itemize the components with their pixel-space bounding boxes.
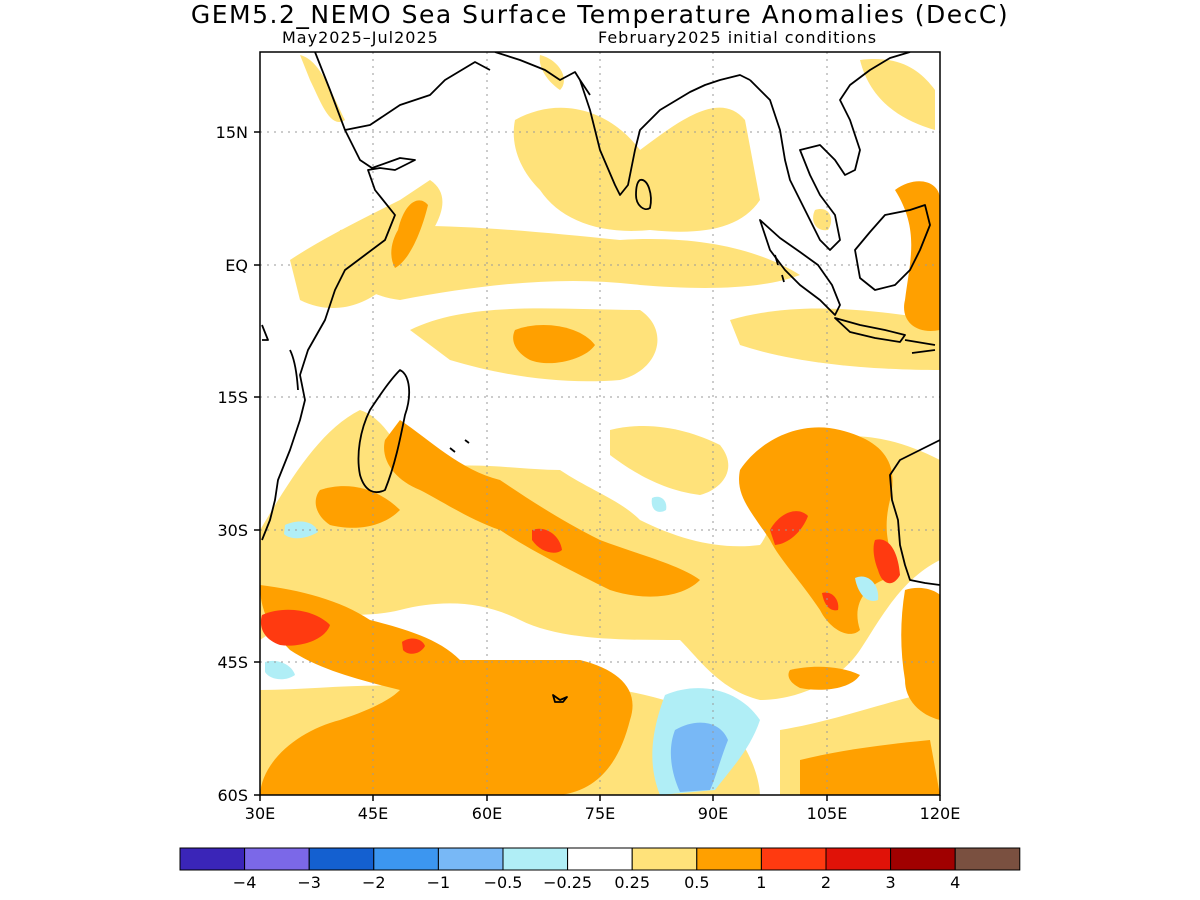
india-coast	[579, 74, 751, 196]
colorbar-swatch	[373, 847, 439, 871]
lat-label: 15N	[216, 123, 248, 142]
sumatra-island	[759, 219, 841, 316]
colorbar-swatch	[244, 847, 310, 871]
coastlines	[261, 52, 940, 703]
lon-label: 60E	[472, 804, 502, 823]
lat-label: 15S	[217, 388, 248, 407]
lon-label: 120E	[920, 804, 961, 823]
colorbar-label: −0.5	[484, 873, 523, 892]
colorbar-label: −4	[233, 873, 257, 892]
colorbar-label: −2	[362, 873, 386, 892]
colorbar-swatch	[890, 847, 956, 871]
arabia-coast	[261, 52, 416, 541]
map-title: GEM5.2_NEMO Sea Surface Temperature Anom…	[190, 0, 1010, 29]
colorbar-swatch	[631, 847, 698, 871]
colorbar-label: 2	[821, 873, 831, 892]
lon-label: 75E	[585, 804, 615, 823]
colorbar-label: 0.5	[684, 873, 709, 892]
colorbar-label: −3	[297, 873, 321, 892]
lon-label: 90E	[698, 804, 728, 823]
australia-coast	[889, 439, 940, 586]
madagascar-island	[357, 369, 411, 494]
colorbar-label: 4	[950, 873, 960, 892]
andaman-islands	[774, 254, 785, 283]
lesser-sunda-islands	[904, 339, 936, 354]
colorbar-label: 3	[886, 873, 896, 892]
borneo-island	[854, 204, 931, 291]
colorbar-swatch	[179, 847, 246, 871]
colorbar-label: −1	[427, 873, 451, 892]
colorbar-swatch	[696, 847, 762, 871]
lon-label: 45E	[358, 804, 388, 823]
colorbar: −4 −3 −2 −1 −0.5 −0.25 0.25 0.5 1 2 3 4	[179, 847, 1021, 892]
mascarene-islands	[449, 439, 470, 453]
lat-label: 60S	[217, 786, 248, 805]
kerguelen-islands	[552, 694, 568, 703]
lon-label: 105E	[807, 804, 848, 823]
colorbar-swatch	[954, 847, 1021, 871]
colorbar-swatch	[308, 847, 375, 871]
colorbar-swatch	[567, 847, 633, 871]
colorbar-label: −0.25	[543, 873, 592, 892]
forecast-period: May2025–Jul2025	[282, 28, 439, 47]
lon-label: 30E	[245, 804, 275, 823]
map-gridlines	[260, 52, 940, 795]
colorbar-swatch	[502, 847, 569, 871]
lat-label: 30S	[217, 521, 248, 540]
sri-lanka-island	[635, 179, 652, 210]
initial-conditions: February2025 initial conditions	[598, 28, 878, 47]
colorbar-label: 1	[756, 873, 766, 892]
indochina-coast	[749, 52, 911, 251]
colorbar-swatch	[437, 847, 504, 871]
colorbar-label: 0.25	[614, 873, 650, 892]
java-island	[834, 317, 906, 343]
colorbar-swatch	[760, 847, 827, 871]
lat-label: EQ	[225, 256, 248, 275]
anomaly-field	[260, 55, 940, 795]
longitude-labels: 30E 45E 60E 75E 90E 105E 120E	[245, 804, 961, 823]
mozambique-coast	[261, 324, 299, 391]
arabia-south-coast	[344, 61, 491, 131]
colorbar-swatch	[825, 847, 892, 871]
latitude-labels: 15N EQ 15S 30S 45S 60S	[216, 123, 248, 805]
lat-label: 45S	[217, 653, 248, 672]
tick-marks	[254, 131, 941, 801]
